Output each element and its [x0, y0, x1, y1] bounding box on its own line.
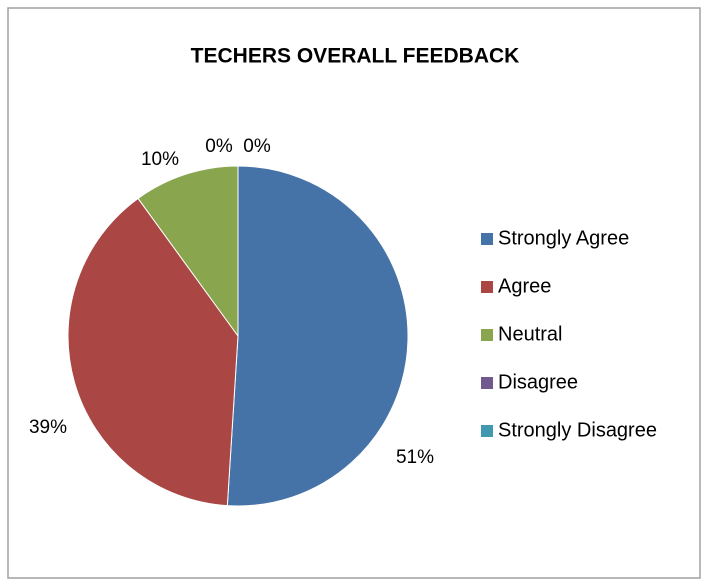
data-label: 39%: [29, 417, 67, 438]
legend-swatch: [481, 233, 493, 245]
data-label: 10%: [141, 149, 179, 170]
data-label: 0%: [205, 136, 233, 157]
pie-slice: [67, 197, 239, 507]
legend-label: Disagree: [498, 371, 578, 393]
legend-label: Neutral: [498, 323, 562, 345]
legend-swatch: [481, 281, 493, 293]
legend-label: Agree: [498, 275, 551, 297]
legend-swatch: [481, 425, 493, 437]
legend-label: Strongly Agree: [498, 227, 629, 249]
legend-swatch: [481, 329, 493, 341]
legend-label: Strongly Disagree: [498, 419, 657, 441]
pie-slice: [137, 165, 239, 338]
data-label: 0%: [243, 136, 271, 157]
data-label: 51%: [396, 447, 434, 468]
pie-slice: [226, 165, 409, 507]
legend-swatch: [481, 377, 493, 389]
chart-title: TECHERS OVERALL FEEDBACK: [191, 45, 520, 68]
